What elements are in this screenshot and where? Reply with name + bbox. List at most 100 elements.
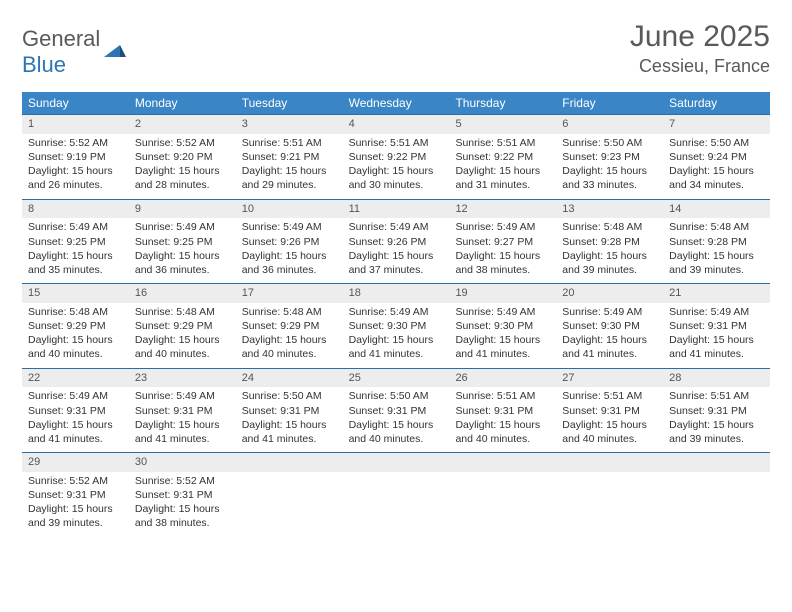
daylight-text-1: Daylight: 15 hours — [562, 333, 657, 347]
daylight-text-2: and 39 minutes. — [669, 432, 764, 446]
day-body: Sunrise: 5:51 AMSunset: 9:31 PMDaylight:… — [556, 387, 663, 452]
day-cell: 23Sunrise: 5:49 AMSunset: 9:31 PMDayligh… — [129, 369, 236, 453]
sunrise-text: Sunrise: 5:49 AM — [349, 220, 444, 234]
day-body — [343, 472, 450, 532]
sunset-text: Sunset: 9:26 PM — [349, 235, 444, 249]
day-header: Thursday — [449, 92, 556, 114]
day-body: Sunrise: 5:52 AMSunset: 9:31 PMDaylight:… — [129, 472, 236, 537]
day-number: 26 — [449, 369, 556, 388]
daylight-text-2: and 40 minutes. — [455, 432, 550, 446]
sunrise-text: Sunrise: 5:49 AM — [669, 305, 764, 319]
sunrise-text: Sunrise: 5:49 AM — [242, 220, 337, 234]
day-number: 5 — [449, 115, 556, 134]
daylight-text-2: and 26 minutes. — [28, 178, 123, 192]
daylight-text-2: and 31 minutes. — [455, 178, 550, 192]
sunset-text: Sunset: 9:22 PM — [349, 150, 444, 164]
daylight-text-1: Daylight: 15 hours — [28, 418, 123, 432]
day-number — [556, 453, 663, 472]
day-body: Sunrise: 5:49 AMSunset: 9:27 PMDaylight:… — [449, 218, 556, 283]
day-cell: 11Sunrise: 5:49 AMSunset: 9:26 PMDayligh… — [343, 200, 450, 284]
page-header: General Blue June 2025 Cessieu, France — [22, 20, 770, 78]
day-number: 17 — [236, 284, 343, 303]
daylight-text-1: Daylight: 15 hours — [349, 418, 444, 432]
day-cell: 27Sunrise: 5:51 AMSunset: 9:31 PMDayligh… — [556, 369, 663, 453]
daylight-text-1: Daylight: 15 hours — [562, 249, 657, 263]
day-cell: 20Sunrise: 5:49 AMSunset: 9:30 PMDayligh… — [556, 284, 663, 368]
day-cell — [663, 453, 770, 537]
day-cell: 14Sunrise: 5:48 AMSunset: 9:28 PMDayligh… — [663, 200, 770, 284]
daylight-text-1: Daylight: 15 hours — [135, 418, 230, 432]
daylight-text-2: and 30 minutes. — [349, 178, 444, 192]
day-body: Sunrise: 5:49 AMSunset: 9:30 PMDaylight:… — [556, 303, 663, 368]
day-body: Sunrise: 5:50 AMSunset: 9:23 PMDaylight:… — [556, 134, 663, 199]
day-cell: 22Sunrise: 5:49 AMSunset: 9:31 PMDayligh… — [22, 369, 129, 453]
sunrise-text: Sunrise: 5:52 AM — [135, 474, 230, 488]
sunset-text: Sunset: 9:29 PM — [242, 319, 337, 333]
day-cell: 4Sunrise: 5:51 AMSunset: 9:22 PMDaylight… — [343, 115, 450, 199]
day-number — [236, 453, 343, 472]
daylight-text-2: and 41 minutes. — [349, 347, 444, 361]
daylight-text-2: and 36 minutes. — [135, 263, 230, 277]
day-number: 24 — [236, 369, 343, 388]
day-cell: 5Sunrise: 5:51 AMSunset: 9:22 PMDaylight… — [449, 115, 556, 199]
sunset-text: Sunset: 9:23 PM — [562, 150, 657, 164]
day-number — [663, 453, 770, 472]
day-body: Sunrise: 5:52 AMSunset: 9:31 PMDaylight:… — [22, 472, 129, 537]
location-label: Cessieu, France — [630, 56, 770, 77]
daylight-text-2: and 40 minutes. — [562, 432, 657, 446]
day-number: 12 — [449, 200, 556, 219]
week-row: 1Sunrise: 5:52 AMSunset: 9:19 PMDaylight… — [22, 114, 770, 199]
day-body: Sunrise: 5:48 AMSunset: 9:29 PMDaylight:… — [236, 303, 343, 368]
sunset-text: Sunset: 9:31 PM — [28, 488, 123, 502]
daylight-text-2: and 41 minutes. — [455, 347, 550, 361]
day-cell: 6Sunrise: 5:50 AMSunset: 9:23 PMDaylight… — [556, 115, 663, 199]
day-body: Sunrise: 5:49 AMSunset: 9:25 PMDaylight:… — [129, 218, 236, 283]
day-number: 6 — [556, 115, 663, 134]
day-cell: 19Sunrise: 5:49 AMSunset: 9:30 PMDayligh… — [449, 284, 556, 368]
day-header: Sunday — [22, 92, 129, 114]
sunset-text: Sunset: 9:26 PM — [242, 235, 337, 249]
day-number — [343, 453, 450, 472]
day-number: 25 — [343, 369, 450, 388]
day-cell — [556, 453, 663, 537]
day-number: 15 — [22, 284, 129, 303]
day-number: 22 — [22, 369, 129, 388]
day-number: 11 — [343, 200, 450, 219]
day-body: Sunrise: 5:49 AMSunset: 9:26 PMDaylight:… — [343, 218, 450, 283]
daylight-text-1: Daylight: 15 hours — [455, 164, 550, 178]
day-number: 4 — [343, 115, 450, 134]
daylight-text-2: and 39 minutes. — [28, 516, 123, 530]
title-block: June 2025 Cessieu, France — [630, 20, 770, 77]
day-number: 7 — [663, 115, 770, 134]
daylight-text-1: Daylight: 15 hours — [349, 164, 444, 178]
daylight-text-1: Daylight: 15 hours — [242, 249, 337, 263]
day-number: 21 — [663, 284, 770, 303]
day-header-row: SundayMondayTuesdayWednesdayThursdayFrid… — [22, 92, 770, 114]
day-body: Sunrise: 5:51 AMSunset: 9:21 PMDaylight:… — [236, 134, 343, 199]
day-cell: 2Sunrise: 5:52 AMSunset: 9:20 PMDaylight… — [129, 115, 236, 199]
day-number: 10 — [236, 200, 343, 219]
sunset-text: Sunset: 9:31 PM — [135, 404, 230, 418]
day-cell: 30Sunrise: 5:52 AMSunset: 9:31 PMDayligh… — [129, 453, 236, 537]
daylight-text-2: and 39 minutes. — [562, 263, 657, 277]
sunset-text: Sunset: 9:31 PM — [28, 404, 123, 418]
day-number: 13 — [556, 200, 663, 219]
day-number: 28 — [663, 369, 770, 388]
daylight-text-1: Daylight: 15 hours — [242, 164, 337, 178]
sunset-text: Sunset: 9:31 PM — [562, 404, 657, 418]
calendar-page: General Blue June 2025 Cessieu, France S… — [0, 0, 792, 537]
daylight-text-2: and 41 minutes. — [28, 432, 123, 446]
daylight-text-2: and 33 minutes. — [562, 178, 657, 192]
daylight-text-2: and 41 minutes. — [562, 347, 657, 361]
day-body — [236, 472, 343, 532]
sunrise-text: Sunrise: 5:51 AM — [242, 136, 337, 150]
calendar-grid: SundayMondayTuesdayWednesdayThursdayFrid… — [22, 92, 770, 537]
daylight-text-1: Daylight: 15 hours — [28, 249, 123, 263]
day-cell: 1Sunrise: 5:52 AMSunset: 9:19 PMDaylight… — [22, 115, 129, 199]
sunrise-text: Sunrise: 5:50 AM — [349, 389, 444, 403]
sunrise-text: Sunrise: 5:49 AM — [28, 389, 123, 403]
sunrise-text: Sunrise: 5:50 AM — [562, 136, 657, 150]
sunrise-text: Sunrise: 5:51 AM — [669, 389, 764, 403]
daylight-text-1: Daylight: 15 hours — [135, 249, 230, 263]
day-header: Monday — [129, 92, 236, 114]
